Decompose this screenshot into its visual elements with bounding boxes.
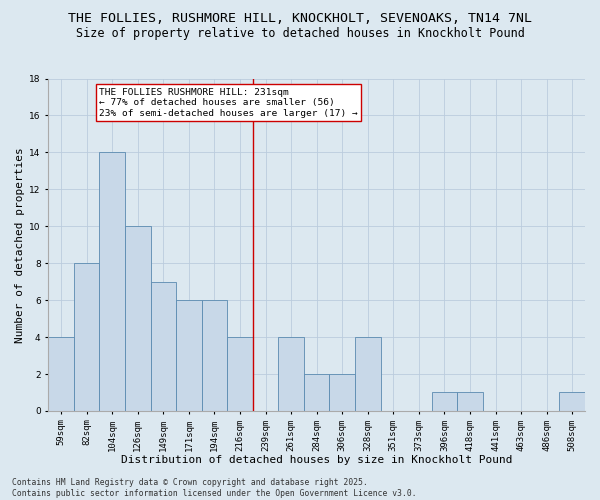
Bar (431, 392, 457, 411)
Bar (49, 337, 74, 411)
Bar (202, 300, 227, 411)
Bar (151, 282, 176, 411)
Bar (457, 392, 483, 411)
X-axis label: Distribution of detached houses by size in Knockholt Pound: Distribution of detached houses by size … (121, 455, 512, 465)
Bar (176, 300, 202, 411)
Y-axis label: Number of detached properties: Number of detached properties (15, 147, 25, 342)
Text: THE FOLLIES, RUSHMORE HILL, KNOCKHOLT, SEVENOAKS, TN14 7NL: THE FOLLIES, RUSHMORE HILL, KNOCKHOLT, S… (68, 12, 532, 26)
Bar (329, 374, 355, 411)
Bar (355, 337, 380, 411)
Text: Size of property relative to detached houses in Knockholt Pound: Size of property relative to detached ho… (76, 28, 524, 40)
Text: Contains HM Land Registry data © Crown copyright and database right 2025.
Contai: Contains HM Land Registry data © Crown c… (12, 478, 416, 498)
Bar (125, 226, 151, 411)
Bar (559, 392, 585, 411)
Bar (74, 263, 100, 411)
Text: THE FOLLIES RUSHMORE HILL: 231sqm
← 77% of detached houses are smaller (56)
23% : THE FOLLIES RUSHMORE HILL: 231sqm ← 77% … (100, 88, 358, 118)
Bar (304, 374, 329, 411)
Bar (278, 337, 304, 411)
Bar (227, 337, 253, 411)
Bar (100, 152, 125, 411)
